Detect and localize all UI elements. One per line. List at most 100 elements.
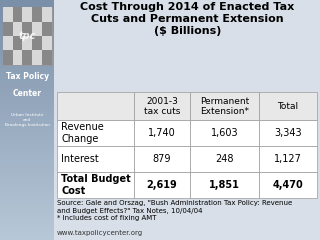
Bar [12,36,22,50]
Bar [3,7,52,65]
Text: Permanent
Extension*: Permanent Extension* [200,96,249,116]
Bar [12,7,22,22]
Bar [0,180,54,184]
Text: 1,603: 1,603 [211,128,238,138]
Bar [0,80,54,84]
Bar [0,236,54,240]
Text: 2001-3
tax cuts: 2001-3 tax cuts [144,96,180,116]
Bar [3,50,12,65]
Bar [3,22,12,36]
Bar [259,92,317,120]
Bar [0,216,54,220]
Bar [0,160,54,164]
Text: 3,343: 3,343 [274,128,302,138]
Bar [0,72,54,76]
Bar [0,88,54,92]
Text: 879: 879 [153,154,171,164]
Text: Interest: Interest [61,154,99,164]
Bar [0,136,54,140]
Text: Center: Center [13,89,42,98]
Bar [0,152,54,156]
Bar [22,50,32,65]
Text: 2,619: 2,619 [147,180,177,190]
Bar [57,92,134,120]
Bar [42,50,52,65]
Bar [0,12,54,16]
Text: tpc: tpc [19,31,36,41]
Bar [42,22,52,36]
Bar [0,44,54,48]
Text: Cost Through 2014 of Enacted Tax
Cuts and Permanent Extension
($ Billions): Cost Through 2014 of Enacted Tax Cuts an… [80,2,294,36]
Bar [190,120,259,146]
Bar [0,120,54,124]
Bar [0,112,54,116]
Bar [32,7,42,22]
Bar [190,146,259,172]
Bar [0,192,54,196]
Text: 1,851: 1,851 [209,180,240,190]
Bar [0,92,54,96]
Bar [57,146,134,172]
Bar [0,220,54,224]
Bar [3,7,12,22]
Bar [0,40,54,44]
Bar [0,64,54,68]
Bar [0,144,54,148]
Bar [134,172,190,198]
Text: Source: Gale and Orszag, "Bush Administration Tax Policy: Revenue
and Budget Eff: Source: Gale and Orszag, "Bush Administr… [57,200,292,221]
Bar [0,52,54,56]
Bar [3,36,12,50]
Bar [190,92,259,120]
Bar [0,60,54,64]
Bar [190,172,259,198]
Bar [57,120,134,146]
Bar [0,4,54,8]
Bar [134,92,190,120]
Bar [22,7,32,22]
Bar [0,156,54,160]
Bar [42,7,52,22]
Bar [0,124,54,128]
Bar [0,48,54,52]
Bar [0,16,54,20]
Bar [0,212,54,216]
Bar [0,84,54,88]
Bar [0,20,54,24]
Bar [0,56,54,60]
Bar [0,164,54,168]
Bar [0,128,54,132]
Text: 4,470: 4,470 [273,180,303,190]
Bar [0,24,54,28]
Text: www.taxpolicycenter.org: www.taxpolicycenter.org [57,230,143,236]
Bar [0,232,54,236]
Bar [32,36,42,50]
Bar [0,172,54,176]
Bar [0,200,54,204]
Bar [42,36,52,50]
Bar [0,224,54,228]
Bar [0,108,54,112]
Bar [259,146,317,172]
Bar [0,96,54,100]
Bar [32,22,42,36]
Text: Total Budget
Cost: Total Budget Cost [61,174,131,196]
Text: 1,740: 1,740 [148,128,176,138]
Bar [0,100,54,104]
Bar [0,208,54,212]
Bar [0,188,54,192]
Bar [134,146,190,172]
Bar [0,204,54,208]
Bar [0,0,54,4]
Bar [22,22,32,36]
Bar [259,172,317,198]
Bar [134,120,190,146]
Bar [12,50,22,65]
Bar [0,140,54,144]
Bar [0,168,54,172]
Text: Urban Institute
and
Brookings Institution: Urban Institute and Brookings Institutio… [5,113,50,127]
Bar [57,172,134,198]
Bar [0,36,54,40]
Bar [0,8,54,12]
Bar [259,120,317,146]
Bar [0,184,54,188]
